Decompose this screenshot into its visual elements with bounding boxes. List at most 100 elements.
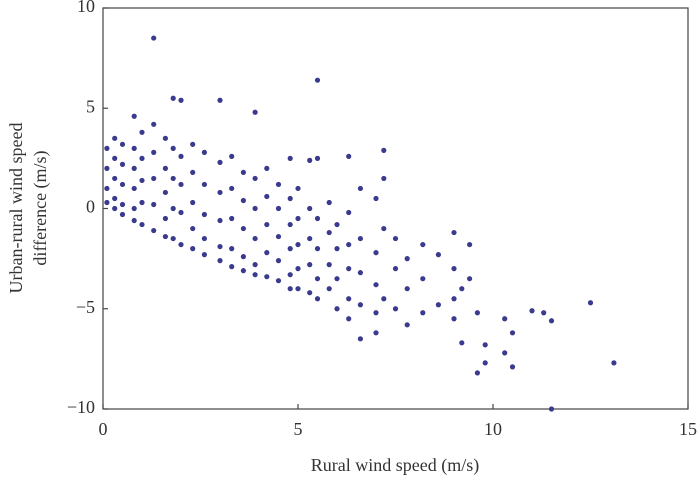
point [252,205,258,212]
point [548,406,555,412]
point [295,215,301,222]
point [509,330,516,336]
point [151,35,157,41]
point [459,340,465,346]
point [112,195,118,202]
point [529,308,535,314]
point [217,243,223,250]
point [587,300,594,306]
point [381,296,387,302]
point [314,246,321,252]
point [229,215,235,222]
point [139,129,145,135]
point [201,149,207,155]
x-tick-label: 15 [679,419,697,439]
point [217,217,223,224]
point [112,135,118,141]
point [541,310,547,316]
point [217,258,223,264]
point [314,296,321,302]
point [373,250,379,256]
point [275,258,282,264]
point [162,189,168,196]
point [451,229,457,236]
point [170,95,176,101]
point [451,266,457,272]
point [307,157,313,163]
point [264,193,270,200]
point [357,302,363,308]
x-axis-label: Rural wind speed (m/s) [311,455,479,476]
point [357,270,363,276]
point [611,360,617,366]
point [287,221,293,228]
y-tick-label: 10 [77,0,95,16]
point [151,201,157,208]
point [334,246,340,252]
point [381,147,387,153]
point [482,342,488,348]
point [373,310,379,316]
point [201,181,207,188]
point [178,97,184,103]
plot-frame [102,7,689,410]
point [201,211,207,218]
point [131,217,137,224]
point [314,215,321,222]
x-tick-label: 0 [99,419,108,439]
point [373,330,379,336]
point [295,185,301,192]
point [314,276,321,282]
point [229,185,235,192]
point [264,165,270,171]
point [307,235,313,242]
point [178,209,184,216]
point [287,195,293,202]
point [314,77,321,83]
point [104,199,110,206]
point [420,241,426,248]
point [112,205,118,212]
point [357,235,363,242]
point [474,310,480,316]
point [119,161,126,167]
point [104,165,110,171]
point [482,360,488,366]
point [139,199,145,206]
point [178,241,184,248]
point [307,205,313,212]
point [548,318,555,324]
point [264,250,270,256]
y-tick-label: −5 [76,297,95,317]
point [170,235,176,242]
point [201,235,207,242]
point [287,286,293,292]
point [373,282,379,288]
point [264,274,270,280]
point [131,113,137,119]
point [119,141,126,147]
point [201,252,207,258]
point [509,364,516,370]
point [112,175,118,182]
y-tick-label: 5 [86,96,95,116]
y-axis-label: Urban-rural wind speed [6,123,26,294]
point [131,185,137,192]
point [151,175,157,182]
point [467,241,473,248]
y-tick-label: 0 [86,197,95,217]
point [307,262,313,268]
point [357,336,363,342]
y-axis-label: difference (m/s) [30,150,51,265]
point [131,165,137,171]
point [287,272,293,278]
point [373,195,379,202]
point [131,145,137,151]
point [346,153,352,159]
point [467,276,473,282]
point [420,310,426,316]
point [435,302,441,308]
point [229,246,235,252]
point [217,189,223,196]
point [240,197,246,204]
